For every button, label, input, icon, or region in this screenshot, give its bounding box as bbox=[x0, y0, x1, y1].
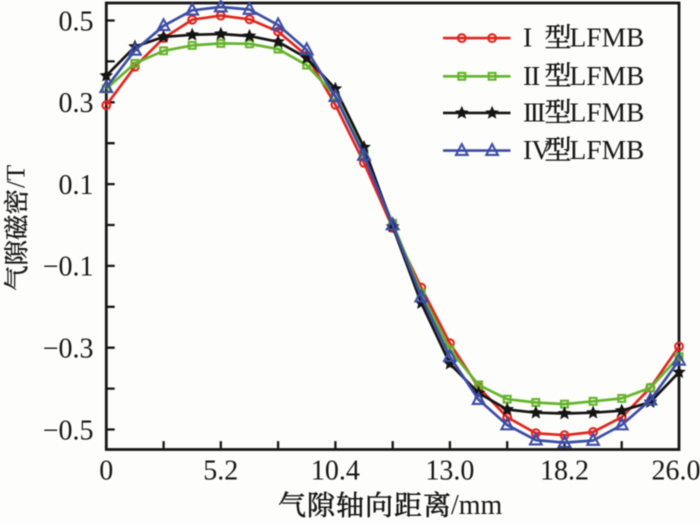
svg-text:II: II bbox=[523, 60, 540, 91]
svg-text:/mm: /mm bbox=[451, 490, 503, 521]
svg-text:5.2: 5.2 bbox=[203, 456, 238, 487]
svg-text:−0.5: −0.5 bbox=[43, 415, 94, 446]
svg-text:0.3: 0.3 bbox=[59, 88, 94, 119]
svg-text:−0.3: −0.3 bbox=[43, 334, 94, 365]
svg-text:0.1: 0.1 bbox=[59, 170, 94, 201]
svg-text:III: III bbox=[523, 96, 546, 127]
svg-text:−0.1: −0.1 bbox=[43, 252, 94, 283]
svg-text:0.5: 0.5 bbox=[59, 6, 94, 37]
svg-text:LFMB: LFMB bbox=[570, 96, 645, 127]
svg-text:26.0: 26.0 bbox=[652, 456, 700, 487]
svg-text:0: 0 bbox=[99, 456, 113, 487]
svg-text:13.0: 13.0 bbox=[425, 456, 474, 487]
svg-text:LFMB: LFMB bbox=[570, 22, 645, 53]
svg-text:/T: /T bbox=[2, 165, 31, 188]
svg-text:LFMB: LFMB bbox=[570, 60, 645, 91]
svg-text:18.2: 18.2 bbox=[540, 456, 589, 487]
svg-text:I: I bbox=[523, 22, 532, 53]
svg-text:10.4: 10.4 bbox=[311, 456, 360, 487]
svg-text:LFMB: LFMB bbox=[570, 134, 645, 165]
